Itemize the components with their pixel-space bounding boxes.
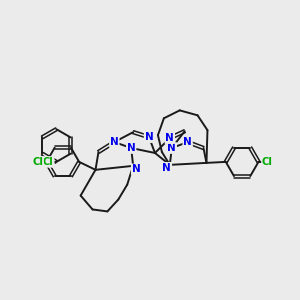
Text: N: N <box>145 132 153 142</box>
Text: N: N <box>183 137 192 147</box>
Text: N: N <box>165 133 174 143</box>
Text: N: N <box>167 143 176 153</box>
Text: Cl: Cl <box>43 157 54 167</box>
Text: Cl: Cl <box>32 157 43 167</box>
Text: Cl: Cl <box>262 157 273 167</box>
Text: N: N <box>132 164 140 174</box>
Text: N: N <box>163 163 171 173</box>
Text: N: N <box>110 137 119 147</box>
Text: N: N <box>127 143 136 153</box>
